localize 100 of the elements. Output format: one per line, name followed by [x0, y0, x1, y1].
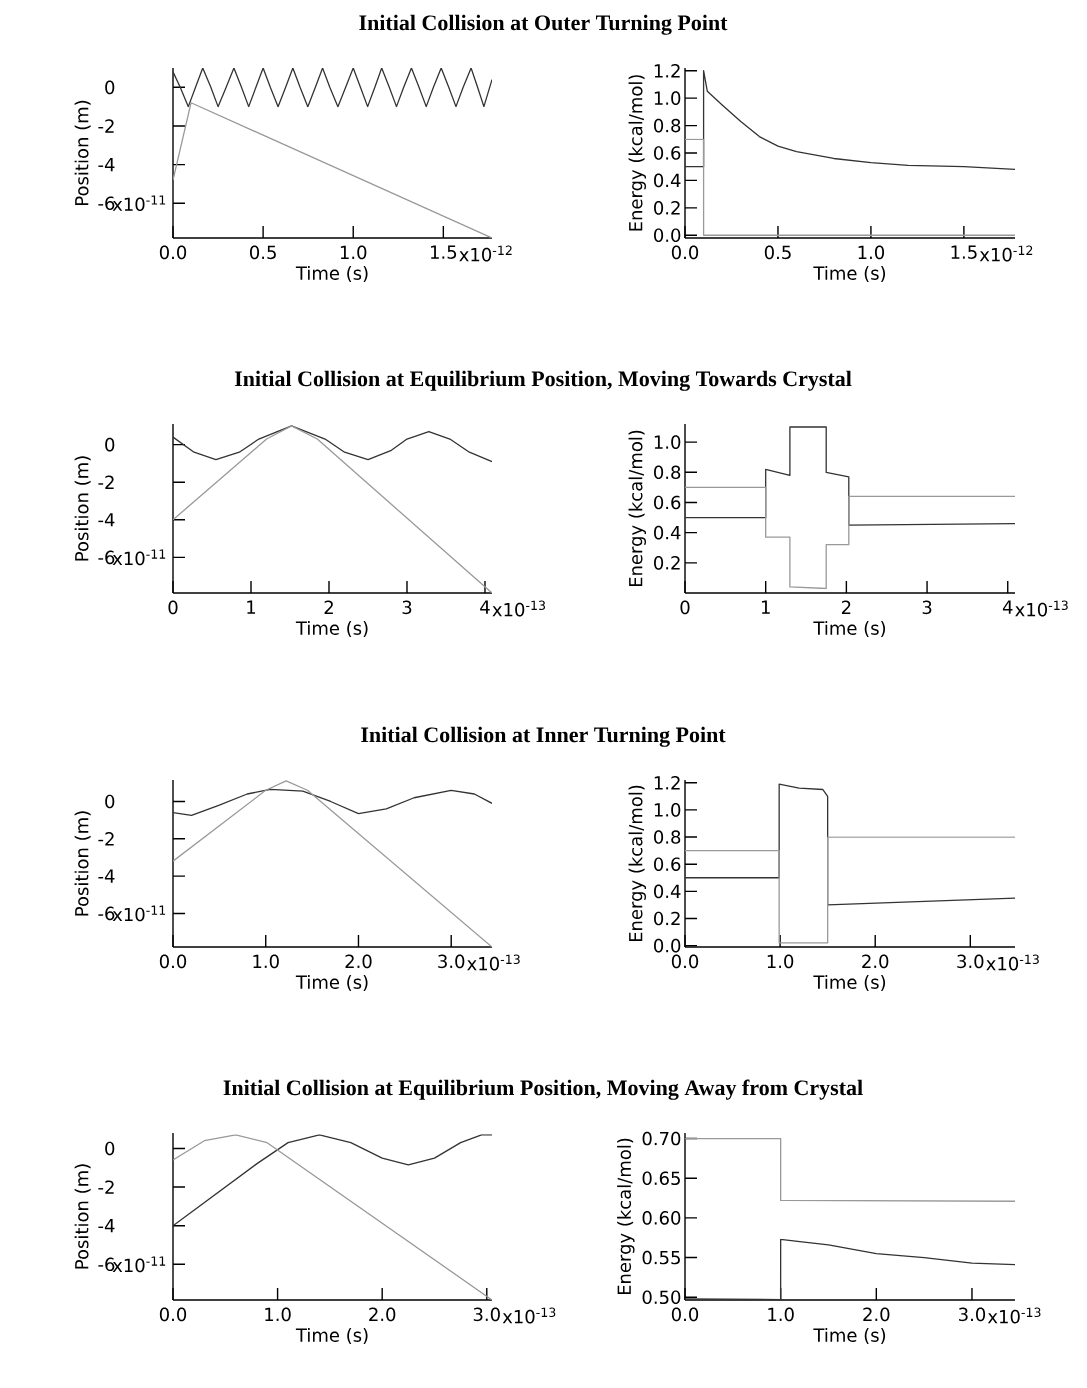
- y-axis-title: Energy (kcal/mol): [628, 430, 646, 587]
- x-tick-label: 1: [761, 600, 770, 614]
- y-axis-title: Energy (kcal/mol): [617, 1138, 635, 1295]
- y-tick-label: 1.0: [654, 435, 681, 449]
- x-tick-label: 2: [841, 600, 851, 614]
- line-series: [173, 425, 493, 463]
- text: x10$^{-13}$: [986, 954, 1039, 971]
- x-tick-label: 3.0: [959, 1307, 986, 1322]
- y-tick-label: -6: [98, 196, 115, 211]
- x-axis-title: Time (s): [295, 1328, 368, 1345]
- y-axis-title: Energy (kcal/mol): [628, 785, 646, 942]
- y-axis-title: Position (m): [74, 456, 91, 561]
- x-tick-label: 1.0: [858, 245, 885, 260]
- x-tick-label: 3.0: [438, 954, 465, 969]
- x-axis-title: Time (s): [813, 266, 886, 283]
- text: x10$^{-12}$: [459, 245, 512, 262]
- y-axis-title: Position (m): [74, 1164, 91, 1269]
- text: Initial Collision at Inner Turning Point: [361, 726, 726, 747]
- x-tick-label: 0: [168, 600, 178, 615]
- y-tick-label: -4: [98, 513, 115, 527]
- x-tick-label: 1: [247, 600, 256, 614]
- line-series: [173, 788, 493, 817]
- y-tick-label: 0.8: [654, 118, 681, 133]
- y-axis-title: Position (m): [74, 811, 91, 916]
- text: x10$^{-13}$: [467, 954, 520, 971]
- x-tick-label: 0.0: [671, 954, 699, 969]
- y-tick-label: 0.2: [654, 911, 680, 926]
- y-tick-label: 1.2: [654, 776, 680, 790]
- x-tick-label: 3: [402, 600, 412, 615]
- text: x10$^{-11}$: [112, 905, 166, 922]
- y-tick-label: -6: [98, 1257, 115, 1272]
- text: x10$^{-13}$: [502, 1307, 556, 1324]
- y-tick-label: 0.0: [654, 938, 681, 953]
- y-tick-label: 0: [105, 437, 115, 452]
- text: x10$^{-11}$: [112, 195, 166, 212]
- y-tick-label: 0.2: [654, 201, 680, 215]
- y-axis-title: Energy (kcal/mol): [628, 75, 646, 231]
- line-series: [173, 1134, 493, 1227]
- x-tick-label: 0.5: [764, 245, 791, 260]
- y-tick-label: 0: [105, 1141, 115, 1156]
- y-tick-label: 0: [105, 80, 115, 95]
- x-tick-label: 3.0: [473, 1307, 500, 1322]
- line-series: [173, 780, 493, 948]
- x-tick-label: 1.0: [253, 954, 279, 969]
- x-axis-title: Time (s): [813, 975, 886, 992]
- y-tick-label: -6: [98, 550, 115, 565]
- x-axis-title: Time (s): [813, 1328, 886, 1345]
- y-tick-label: -2: [98, 832, 114, 846]
- text: Initial Collision at Equilibrium Position, Moving Away from Crystal: [223, 1079, 863, 1100]
- x-tick-label: 1.0: [767, 954, 794, 969]
- y-tick-label: 0.4: [654, 884, 681, 899]
- x-tick-label: 0.5: [249, 245, 276, 260]
- y-tick-label: 1.0: [654, 91, 681, 105]
- y-tick-label: -4: [98, 158, 115, 172]
- y-tick-label: 0: [105, 794, 115, 809]
- text: x10$^{-12}$: [979, 245, 1033, 262]
- y-tick-label: 1.0: [654, 803, 681, 817]
- y-tick-label: -2: [98, 1180, 114, 1194]
- x-tick-label: 2.0: [369, 1307, 396, 1322]
- line-series: [685, 486, 1016, 590]
- x-tick-label: 1.0: [768, 1307, 794, 1322]
- y-tick-label: 0.4: [654, 525, 681, 540]
- line-series: [685, 426, 1016, 526]
- text: x10$^{-13}$: [1015, 600, 1068, 617]
- y-tick-label: 0.65: [642, 1171, 680, 1186]
- y-tick-label: -2: [98, 475, 114, 489]
- y-tick-label: 0.60: [642, 1211, 681, 1225]
- y-tick-label: 0.55: [642, 1250, 680, 1265]
- x-tick-label: 0.0: [159, 954, 187, 969]
- x-tick-label: 3.0: [957, 954, 984, 969]
- y-tick-label: 0.50: [642, 1290, 681, 1305]
- x-tick-label: 4: [480, 600, 490, 614]
- text: Initial Collision at Equilibrium Position, Moving Towards Crystal: [234, 370, 852, 391]
- y-tick-label: -4: [98, 1219, 115, 1233]
- y-tick-label: 0.8: [654, 465, 681, 480]
- x-tick-label: 4: [1002, 600, 1013, 614]
- text: x10$^{-13}$: [987, 1307, 1041, 1324]
- x-axis-title: Time (s): [295, 266, 368, 283]
- y-tick-label: 0.6: [654, 857, 681, 871]
- y-axis-title: Position (m): [74, 100, 91, 205]
- y-tick-label: 0.6: [654, 495, 681, 510]
- line-series: [173, 425, 493, 594]
- x-tick-label: 2.0: [863, 1307, 890, 1322]
- y-tick-label: 0.70: [642, 1131, 681, 1146]
- y-tick-label: -4: [98, 869, 115, 883]
- x-tick-label: 1.5: [431, 245, 457, 259]
- x-tick-label: 2.0: [862, 954, 889, 969]
- text: x10$^{-11}$: [112, 1256, 166, 1273]
- line-series: [685, 70, 1016, 171]
- x-tick-label: 0.0: [159, 1307, 187, 1322]
- text: Initial Collision at Outer Turning Point: [359, 14, 728, 35]
- text: x10$^{-13}$: [492, 600, 546, 617]
- x-tick-label: 3: [922, 600, 932, 615]
- y-tick-label: 0.4: [654, 173, 681, 188]
- line-series: [173, 1134, 493, 1301]
- y-tick-label: 0.6: [654, 146, 681, 160]
- x-tick-label: 2.0: [345, 954, 372, 969]
- x-tick-label: 1.5: [951, 245, 977, 259]
- y-tick-label: 0.0: [654, 228, 681, 243]
- x-axis-title: Time (s): [295, 975, 368, 992]
